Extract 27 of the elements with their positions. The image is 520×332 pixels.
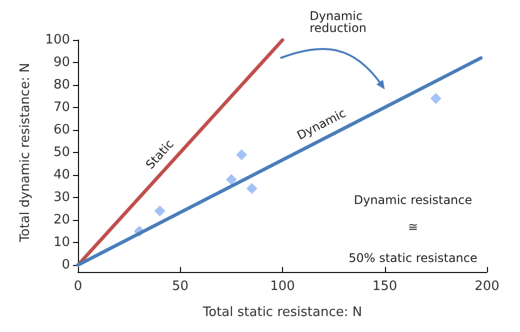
point bbox=[236, 149, 248, 160]
y-tick-label: 80 bbox=[53, 78, 70, 92]
y-tick-label: 70 bbox=[53, 100, 70, 115]
y-tick-label: 50 bbox=[53, 145, 70, 160]
annotation: ≅ bbox=[408, 220, 418, 234]
y-tick-label: 60 bbox=[53, 122, 70, 138]
y-tick-label: 0 bbox=[62, 258, 70, 272]
annotation: Dynamic resistance bbox=[354, 193, 472, 207]
text: Dynamic reduction bbox=[310, 9, 366, 35]
y-tick-label: 10 bbox=[53, 235, 70, 250]
x-tick-label: 0 bbox=[74, 279, 82, 294]
x-tick-label: 50 bbox=[172, 279, 189, 294]
point bbox=[430, 93, 442, 104]
y-tick-label: 40 bbox=[53, 168, 70, 182]
x-tick-label: 150 bbox=[372, 279, 398, 294]
annotation: 50% static resistance bbox=[348, 251, 478, 265]
x-tick-label: 100 bbox=[270, 279, 295, 294]
y-tick-label: 20 bbox=[53, 212, 70, 228]
x-axis-title: Total static resistance: N bbox=[202, 305, 362, 320]
point bbox=[154, 206, 166, 216]
x-tick-label: 200 bbox=[474, 279, 500, 294]
y-tick-label: 30 bbox=[53, 190, 70, 205]
y-tick-label: 90 bbox=[53, 55, 70, 70]
point bbox=[226, 174, 237, 185]
y-axis-title: Total dynamic resistance: N bbox=[18, 62, 33, 244]
point bbox=[246, 183, 258, 194]
y-tick-label: 100 bbox=[45, 32, 70, 48]
